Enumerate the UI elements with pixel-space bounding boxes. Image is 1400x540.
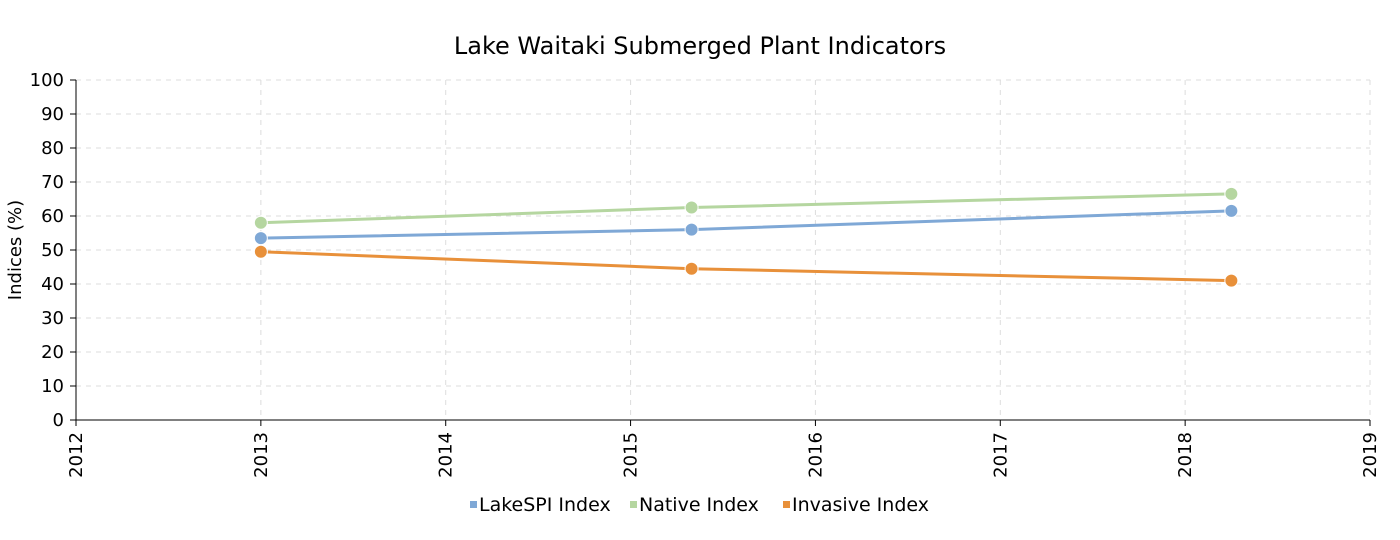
legend-label: LakeSPI Index	[479, 494, 611, 516]
y-tick-label: 50	[41, 240, 64, 261]
data-point[interactable]	[1224, 186, 1239, 201]
y-tick-label: 40	[41, 274, 64, 295]
x-tick-label: 2015	[621, 432, 642, 478]
y-tick-label: 0	[53, 410, 64, 431]
x-tick-label: 2013	[251, 432, 272, 478]
x-tick-label: 2017	[990, 432, 1011, 478]
series-lakespi-index	[253, 203, 1239, 246]
data-point[interactable]	[684, 261, 699, 276]
legend-marker	[630, 501, 637, 508]
x-tick-label: 2014	[436, 432, 457, 478]
y-tick-label: 10	[41, 376, 64, 397]
series-line	[260, 250, 1232, 283]
y-tick-label: 80	[41, 138, 64, 159]
x-tick-label: 2016	[805, 432, 826, 478]
series-lines	[253, 186, 1239, 288]
data-point[interactable]	[253, 215, 268, 230]
data-point[interactable]	[684, 200, 699, 215]
series-line	[260, 209, 1232, 240]
legend-item[interactable]: LakeSPI Index	[470, 494, 611, 516]
y-tick-label: 30	[41, 308, 64, 329]
x-axis-ticks: 2012 2013 2014 2015 2016 2017 2018 2019	[66, 420, 1381, 478]
x-tick-label: 2012	[66, 432, 87, 478]
x-tick-label: 2018	[1175, 432, 1196, 478]
legend-label: Invasive Index	[792, 494, 929, 516]
y-tick-label: 60	[41, 206, 64, 227]
legend-item[interactable]: Native Index	[630, 494, 759, 516]
data-point[interactable]	[253, 244, 268, 259]
y-axis-title: Indices (%)	[5, 200, 26, 300]
y-tick-label: 70	[41, 172, 64, 193]
data-point[interactable]	[1224, 203, 1239, 218]
data-point[interactable]	[253, 231, 268, 246]
legend-marker	[783, 501, 790, 508]
y-tick-label: 90	[41, 104, 64, 125]
chart-title: Lake Waitaki Submerged Plant Indicators	[454, 32, 946, 60]
x-tick-label: 2019	[1360, 432, 1381, 478]
series-invasive-index	[253, 244, 1239, 288]
legend[interactable]: LakeSPI Index Native Index Invasive Index	[470, 494, 929, 516]
series-line	[260, 192, 1232, 225]
data-point[interactable]	[1224, 273, 1239, 288]
legend-marker	[470, 501, 477, 508]
data-point[interactable]	[684, 222, 699, 237]
legend-item[interactable]: Invasive Index	[783, 494, 929, 516]
legend-label: Native Index	[639, 494, 759, 516]
grid-lines	[76, 79, 1371, 420]
y-axis-ticks: 0 10 20 30 40 50 60 70 80 90 100	[30, 70, 76, 431]
series-native-index	[253, 186, 1239, 230]
y-tick-label: 100	[30, 70, 64, 91]
y-tick-label: 20	[41, 342, 64, 363]
